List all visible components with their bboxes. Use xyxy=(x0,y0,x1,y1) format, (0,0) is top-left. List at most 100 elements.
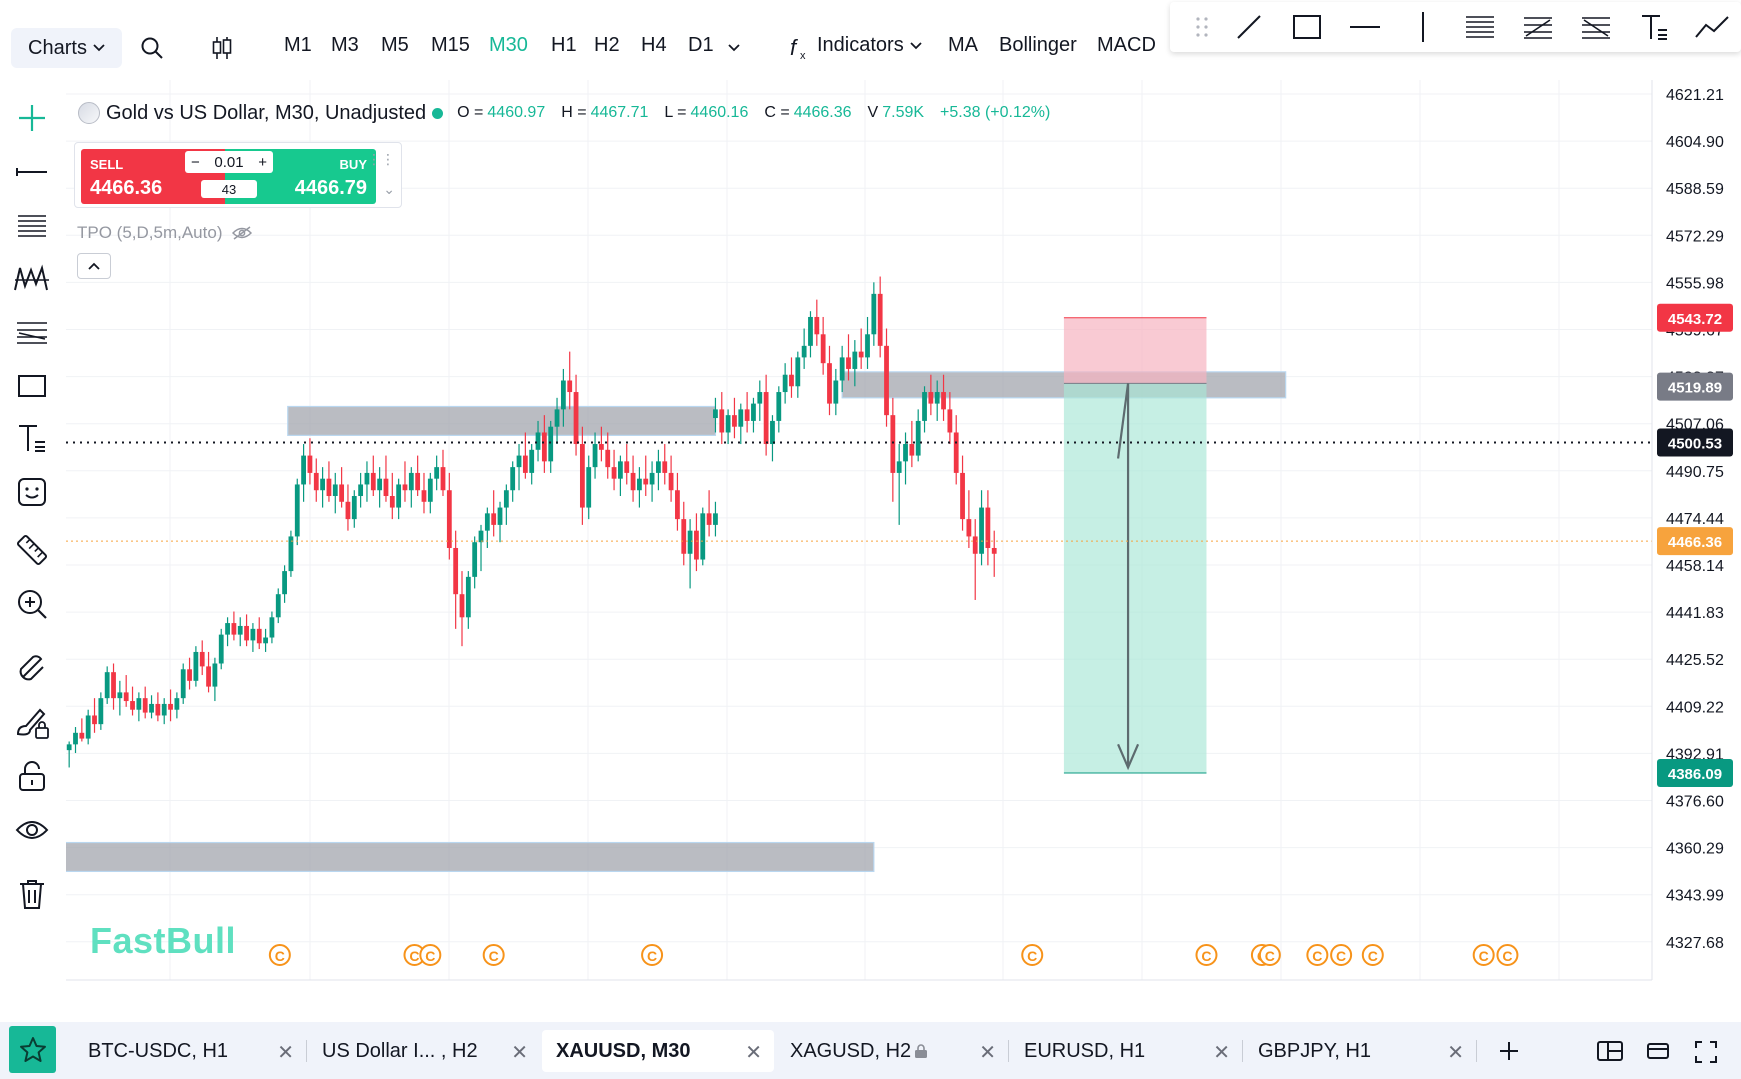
bollinger-button[interactable]: Bollinger xyxy=(999,34,1077,56)
tab-eurusd[interactable]: EURUSD, H1 ✕ xyxy=(1010,1030,1243,1072)
plus-button[interactable]: + xyxy=(258,153,267,171)
event-marker-icon[interactable]: C xyxy=(1330,944,1353,966)
timeframe-m30[interactable]: M30 xyxy=(489,34,528,56)
projection-arrow[interactable] xyxy=(1116,383,1140,771)
chevron-down-icon[interactable] xyxy=(716,30,752,66)
zone-dec23-24[interactable] xyxy=(287,405,717,436)
add-tab-icon[interactable] xyxy=(1496,1038,1522,1069)
event-marker-icon[interactable]: C xyxy=(482,944,505,966)
text-tool-icon[interactable] xyxy=(1625,2,1683,52)
close-icon[interactable]: ✕ xyxy=(1213,1042,1230,1064)
short-position-tool[interactable] xyxy=(1063,317,1207,774)
hidden-eye-icon[interactable] xyxy=(232,226,253,240)
horizontal-line-icon[interactable] xyxy=(1336,2,1394,52)
event-marker-icon[interactable]: C xyxy=(1195,944,1218,966)
timeframe-d1[interactable]: D1 xyxy=(688,34,714,56)
text-tool-icon[interactable] xyxy=(10,416,54,460)
timeframe-h1[interactable]: H1 xyxy=(551,34,577,56)
event-marker-icon[interactable]: C xyxy=(268,944,291,966)
pattern-tool-icon[interactable] xyxy=(10,256,54,300)
tab-gbpjpy[interactable]: GBPJPY, H1 ✕ xyxy=(1244,1030,1477,1072)
trash-icon[interactable] xyxy=(10,872,54,916)
path-icon[interactable] xyxy=(1683,2,1741,52)
zone-low[interactable] xyxy=(66,841,875,873)
pitchfork-icon[interactable] xyxy=(1567,2,1625,52)
close-icon[interactable]: ✕ xyxy=(745,1042,762,1064)
timeframe-m15[interactable]: M15 xyxy=(431,34,470,56)
candle xyxy=(491,490,497,537)
timeframe-h2[interactable]: H2 xyxy=(594,34,620,56)
event-marker-icon[interactable]: C xyxy=(419,944,442,966)
candle xyxy=(370,455,376,497)
stop-loss-zone[interactable] xyxy=(1063,317,1207,384)
crosshair-plus-icon[interactable] xyxy=(10,96,54,140)
ma-button[interactable]: MA xyxy=(948,34,978,56)
timeframe-m1[interactable]: M1 xyxy=(284,34,312,56)
zoom-in-icon[interactable] xyxy=(10,582,54,626)
timeframe-h4[interactable]: H4 xyxy=(641,34,667,56)
tpo-indicator-label[interactable]: TPO (5,D,5m,Auto) xyxy=(77,223,253,243)
candlestick-icon[interactable] xyxy=(204,30,240,66)
event-marker-icon[interactable]: C xyxy=(1472,944,1495,966)
layout-icon[interactable] xyxy=(1596,1040,1624,1067)
tab-btc-usdc[interactable]: BTC-USDC, H1 ✕ xyxy=(74,1030,307,1072)
price-axis[interactable]: 4621.214604.904588.594572.294555.984539.… xyxy=(1651,80,1741,980)
star-icon[interactable] xyxy=(9,1026,56,1073)
indicators-button[interactable]: Indicators xyxy=(817,34,922,57)
close-icon[interactable]: ✕ xyxy=(511,1042,528,1064)
search-icon[interactable] xyxy=(134,30,170,66)
rectangle-tool-icon[interactable] xyxy=(10,364,54,408)
unlock-icon[interactable] xyxy=(10,754,54,798)
price-chart[interactable]: 4621.214604.904588.594572.294555.984539.… xyxy=(66,80,1741,990)
event-marker-icon[interactable]: C xyxy=(1361,944,1384,966)
time-axis[interactable]: Dec 22 13:30Dec 23 03:3016:30Dec 24 06:3… xyxy=(66,979,1652,990)
brush-lock-icon[interactable] xyxy=(10,700,54,744)
window-icon[interactable] xyxy=(1646,1042,1670,1065)
candle xyxy=(478,524,484,572)
minus-button[interactable]: − xyxy=(191,153,200,171)
take-profit-zone[interactable] xyxy=(1063,383,1207,773)
fib-tool-icon[interactable] xyxy=(10,204,54,248)
collapse-legend-button[interactable] xyxy=(77,253,111,279)
event-marker-icon[interactable]: C xyxy=(641,944,664,966)
event-marker-icon[interactable]: C xyxy=(1021,944,1044,966)
candle xyxy=(827,345,832,416)
macd-button[interactable]: MACD xyxy=(1097,34,1156,56)
close-icon[interactable]: ✕ xyxy=(979,1042,996,1064)
close-icon[interactable]: ✕ xyxy=(1447,1042,1464,1064)
svg-text:4543.72: 4543.72 xyxy=(1668,311,1722,328)
quantity-value[interactable]: 0.01 xyxy=(214,153,244,171)
rectangle-icon[interactable] xyxy=(1278,2,1336,52)
candle xyxy=(700,507,706,566)
event-marker-icon[interactable]: C xyxy=(1306,944,1329,966)
tab-xagusd[interactable]: XAGUSD, H2 ✕ xyxy=(776,1030,1009,1072)
event-marker-icon[interactable]: C xyxy=(1258,944,1281,966)
timeframe-m5[interactable]: M5 xyxy=(381,34,409,56)
drag-grip-icon[interactable]: ⋮⋮ xyxy=(367,151,395,167)
event-marker-icon[interactable]: C xyxy=(1496,944,1519,966)
emoji-icon[interactable] xyxy=(10,470,54,514)
eye-icon[interactable] xyxy=(10,808,54,852)
charts-menu-button[interactable]: Charts xyxy=(11,28,122,68)
fullscreen-icon[interactable] xyxy=(1694,1040,1718,1069)
quantity-stepper[interactable]: − 0.01 + xyxy=(185,151,273,173)
parallel-channel-icon[interactable] xyxy=(1452,2,1510,52)
trend-line-icon[interactable] xyxy=(1220,2,1278,52)
line-tool-icon[interactable] xyxy=(10,150,54,194)
brand-watermark: FastBull xyxy=(90,920,237,961)
close-icon[interactable]: ✕ xyxy=(277,1042,294,1064)
ruler-icon[interactable] xyxy=(10,528,54,572)
fib-retracement-icon[interactable] xyxy=(1509,2,1567,52)
candle xyxy=(345,484,351,531)
tab-xauusd[interactable]: XAUUSD, M30 ✕ xyxy=(542,1030,774,1072)
candle xyxy=(896,444,902,525)
symbol-title[interactable]: Gold vs US Dollar, M30, Unadjusted xyxy=(106,101,427,124)
drag-grip-icon[interactable] xyxy=(1184,2,1220,52)
chevron-down-icon[interactable]: ⌄ xyxy=(383,181,395,197)
tab-us-dollar-index[interactable]: US Dollar I... , H2 ✕ xyxy=(308,1030,540,1072)
channel-tool-icon[interactable] xyxy=(10,310,54,354)
timeframe-m3[interactable]: M3 xyxy=(331,34,359,56)
zone-dec26-29[interactable] xyxy=(841,371,1287,399)
vertical-line-icon[interactable] xyxy=(1394,2,1452,52)
magnet-icon[interactable] xyxy=(10,646,54,690)
